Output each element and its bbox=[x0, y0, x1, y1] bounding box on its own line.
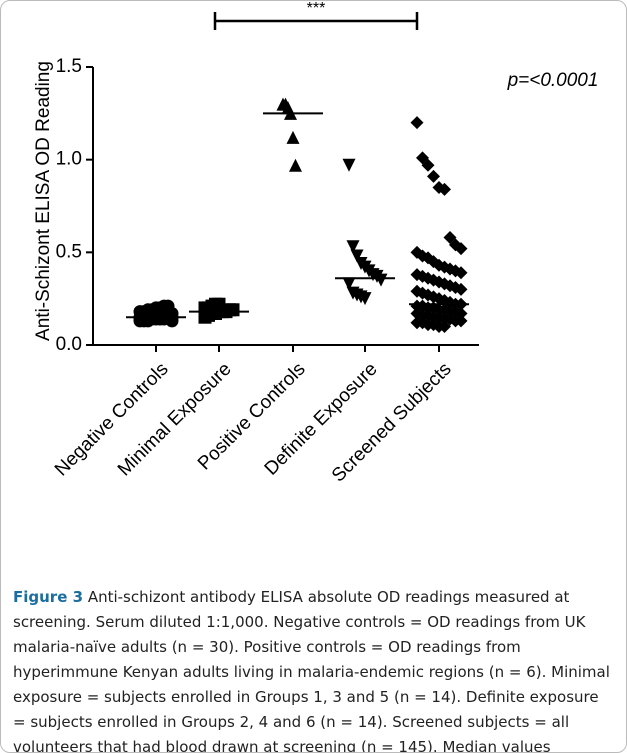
point bbox=[212, 297, 226, 311]
point bbox=[226, 303, 240, 317]
point bbox=[346, 240, 360, 254]
y-tick-label: 0.5 bbox=[56, 241, 82, 262]
point bbox=[410, 245, 424, 259]
point bbox=[454, 266, 468, 280]
x-tick-label: Negative Controls bbox=[51, 359, 173, 481]
y-tick-label: 1.5 bbox=[56, 56, 82, 77]
y-tick-label: 0.0 bbox=[56, 334, 82, 355]
point bbox=[410, 116, 424, 130]
point bbox=[161, 299, 175, 313]
point bbox=[141, 308, 155, 322]
point bbox=[438, 182, 451, 196]
point bbox=[454, 314, 468, 328]
caption-label: Figure 3 bbox=[13, 588, 84, 606]
point bbox=[438, 319, 451, 333]
point bbox=[289, 158, 302, 172]
point bbox=[427, 169, 440, 183]
point bbox=[342, 277, 356, 291]
point bbox=[374, 273, 388, 287]
point bbox=[350, 249, 364, 263]
point bbox=[454, 282, 468, 296]
p-value: p=<0.0001 bbox=[507, 70, 599, 91]
point bbox=[416, 249, 429, 263]
point bbox=[286, 130, 300, 144]
point bbox=[342, 158, 356, 172]
y-tick-label: 1.0 bbox=[56, 149, 82, 170]
significance-label: *** bbox=[307, 1, 326, 17]
point bbox=[358, 292, 372, 306]
caption: Figure 3 Anti-schizont antibody ELISA ab… bbox=[13, 585, 615, 753]
chart: Anti-Schizont ELISA OD Reading p=<0.0001… bbox=[33, 1, 599, 486]
point bbox=[421, 158, 435, 172]
caption-text: Anti-schizont antibody ELISA absolute OD… bbox=[13, 588, 610, 753]
point bbox=[454, 242, 468, 256]
y-axis-label: Anti-Schizont ELISA OD Reading bbox=[33, 61, 54, 341]
